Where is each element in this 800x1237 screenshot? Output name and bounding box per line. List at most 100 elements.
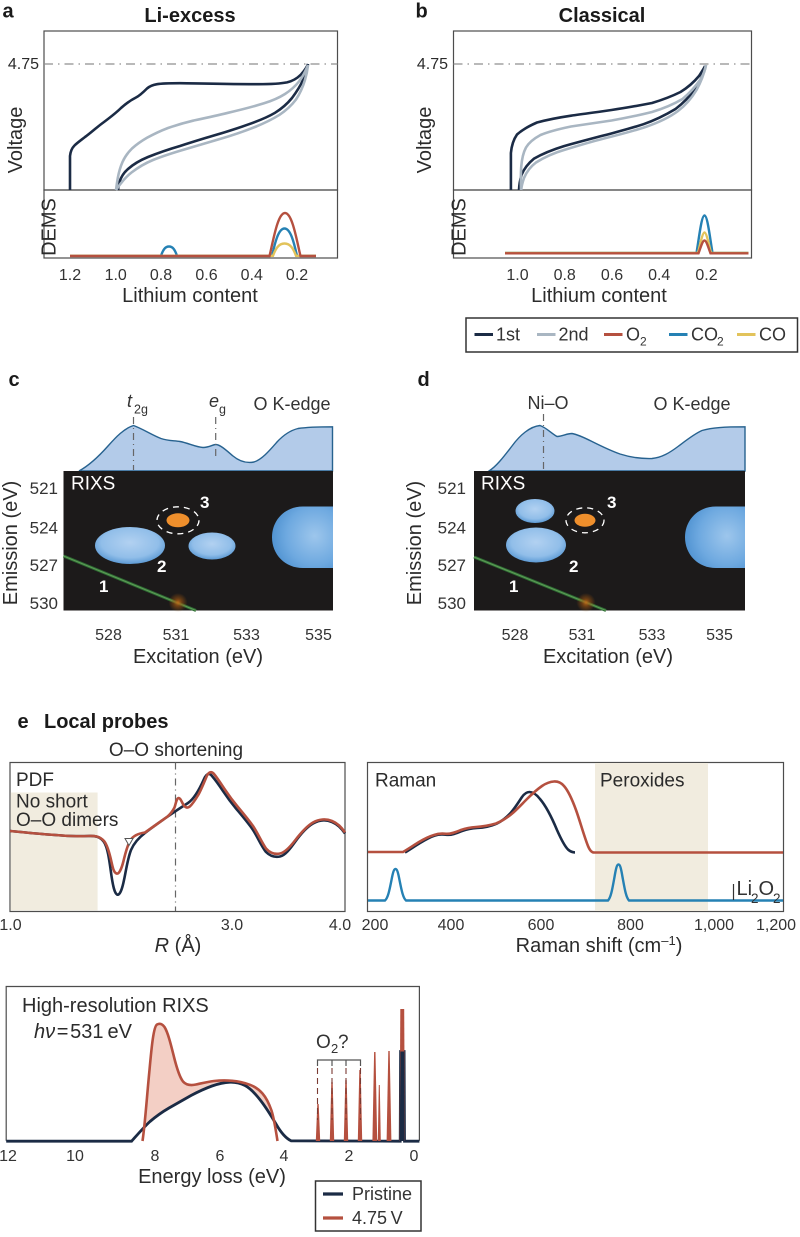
svg-text:6: 6 bbox=[216, 1148, 225, 1165]
svg-text:2: 2 bbox=[773, 891, 781, 906]
svg-text:1: 1 bbox=[99, 577, 108, 596]
svg-text:4.75: 4.75 bbox=[417, 56, 448, 73]
svg-text:Ni–O: Ni–O bbox=[527, 393, 568, 413]
svg-text:0.2: 0.2 bbox=[695, 267, 717, 284]
svg-text:Li: Li bbox=[737, 878, 753, 900]
svg-text:Peroxides: Peroxides bbox=[600, 771, 685, 792]
svg-text:d: d bbox=[418, 369, 430, 391]
svg-text:Pristine: Pristine bbox=[352, 1184, 412, 1204]
svg-text:800: 800 bbox=[617, 917, 644, 934]
svg-text:RIXS: RIXS bbox=[481, 474, 525, 495]
svg-text:524: 524 bbox=[30, 519, 58, 538]
svg-text:Emission (eV): Emission (eV) bbox=[404, 481, 426, 605]
svg-text:2g: 2g bbox=[134, 403, 148, 417]
svg-text:No short: No short bbox=[16, 792, 89, 813]
svg-text:1.2: 1.2 bbox=[59, 267, 81, 284]
svg-text:527: 527 bbox=[30, 556, 58, 575]
svg-text:1.0: 1.0 bbox=[506, 267, 528, 284]
svg-text:535: 535 bbox=[305, 627, 332, 644]
svg-text:0.6: 0.6 bbox=[195, 267, 217, 284]
svg-text:g: g bbox=[219, 403, 226, 417]
svg-text:1,200: 1,200 bbox=[756, 917, 796, 934]
svg-text:200: 200 bbox=[362, 917, 389, 934]
svg-text:533: 533 bbox=[639, 627, 666, 644]
svg-text:533: 533 bbox=[233, 627, 260, 644]
svg-text:0: 0 bbox=[410, 1148, 419, 1165]
svg-text:e: e bbox=[18, 711, 29, 733]
svg-text:O K-edge: O K-edge bbox=[653, 394, 730, 414]
svg-text:2: 2 bbox=[331, 1041, 338, 1056]
svg-text:4.75 V: 4.75 V bbox=[352, 1208, 403, 1228]
svg-text:530: 530 bbox=[30, 594, 58, 613]
svg-text:Classical: Classical bbox=[559, 5, 646, 27]
svg-text:2: 2 bbox=[569, 557, 578, 576]
svg-text:521: 521 bbox=[438, 479, 466, 498]
svg-text:527: 527 bbox=[438, 556, 466, 575]
svg-text:2nd: 2nd bbox=[559, 325, 589, 345]
svg-text:CO: CO bbox=[691, 325, 718, 345]
svg-text:4.75: 4.75 bbox=[8, 56, 39, 73]
svg-text:hν = 531 eV: hν = 531 eV bbox=[34, 1021, 133, 1043]
svg-text:O: O bbox=[316, 1032, 331, 1053]
svg-text:1.0: 1.0 bbox=[105, 267, 127, 284]
svg-text:R (Å): R (Å) bbox=[155, 934, 202, 957]
svg-text:1,000: 1,000 bbox=[694, 917, 734, 934]
svg-text:1st: 1st bbox=[496, 325, 520, 345]
svg-text:O–O dimers: O–O dimers bbox=[16, 810, 118, 831]
svg-text:Voltage: Voltage bbox=[5, 107, 27, 174]
svg-text:1.0: 1.0 bbox=[0, 917, 22, 934]
svg-text:PDF: PDF bbox=[16, 770, 54, 791]
svg-text:Raman shift (cm–1): Raman shift (cm–1) bbox=[516, 933, 683, 957]
svg-text:400: 400 bbox=[438, 917, 465, 934]
svg-text:2: 2 bbox=[717, 335, 724, 349]
svg-text:2: 2 bbox=[751, 891, 759, 906]
svg-text:?: ? bbox=[338, 1032, 349, 1053]
svg-text:0.8: 0.8 bbox=[554, 267, 576, 284]
svg-text:524: 524 bbox=[438, 519, 466, 538]
svg-text:0.4: 0.4 bbox=[648, 267, 670, 284]
svg-text:2: 2 bbox=[640, 335, 647, 349]
svg-text:0.2: 0.2 bbox=[286, 267, 308, 284]
svg-text:t: t bbox=[127, 391, 133, 411]
svg-text:3: 3 bbox=[200, 493, 209, 512]
svg-text:Energy loss (eV): Energy loss (eV) bbox=[138, 1166, 286, 1188]
svg-text:4: 4 bbox=[280, 1148, 289, 1165]
svg-text:O: O bbox=[626, 325, 640, 345]
svg-text:0.4: 0.4 bbox=[241, 267, 263, 284]
svg-text:4.0: 4.0 bbox=[329, 917, 351, 934]
svg-text:High-resolution RIXS: High-resolution RIXS bbox=[22, 995, 209, 1017]
svg-text:Voltage: Voltage bbox=[414, 107, 436, 174]
svg-text:Excitation (eV): Excitation (eV) bbox=[133, 646, 263, 668]
svg-text:a: a bbox=[3, 1, 15, 23]
svg-text:Raman: Raman bbox=[375, 771, 436, 792]
svg-text:0.8: 0.8 bbox=[150, 267, 172, 284]
svg-text:2: 2 bbox=[345, 1148, 354, 1165]
svg-text:Lithium content: Lithium content bbox=[122, 285, 258, 307]
svg-text:DEMS: DEMS bbox=[449, 198, 471, 256]
svg-text:535: 535 bbox=[706, 627, 733, 644]
svg-text:3: 3 bbox=[607, 493, 616, 512]
svg-text:530: 530 bbox=[438, 594, 466, 613]
svg-text:528: 528 bbox=[95, 627, 122, 644]
svg-text:c: c bbox=[9, 369, 20, 391]
svg-text:12: 12 bbox=[0, 1148, 17, 1165]
svg-text:Emission (eV): Emission (eV) bbox=[0, 481, 22, 605]
svg-text:1: 1 bbox=[509, 577, 518, 596]
svg-text:e: e bbox=[209, 391, 219, 411]
svg-text:DEMS: DEMS bbox=[39, 198, 61, 256]
svg-text:521: 521 bbox=[30, 479, 58, 498]
svg-text:600: 600 bbox=[528, 917, 555, 934]
svg-text:RIXS: RIXS bbox=[71, 474, 115, 495]
svg-text:528: 528 bbox=[502, 627, 529, 644]
svg-text:Local probes: Local probes bbox=[44, 711, 168, 733]
svg-text:8: 8 bbox=[151, 1148, 160, 1165]
svg-text:Lithium content: Lithium content bbox=[531, 285, 667, 307]
svg-text:b: b bbox=[416, 1, 428, 23]
svg-text:3.0: 3.0 bbox=[221, 917, 243, 934]
svg-text:O–O shortening: O–O shortening bbox=[109, 740, 243, 761]
svg-text:531: 531 bbox=[163, 627, 190, 644]
svg-text:Excitation (eV): Excitation (eV) bbox=[543, 646, 673, 668]
svg-text:O K-edge: O K-edge bbox=[253, 394, 330, 414]
svg-text:0.6: 0.6 bbox=[601, 267, 623, 284]
svg-text:CO: CO bbox=[759, 325, 786, 345]
